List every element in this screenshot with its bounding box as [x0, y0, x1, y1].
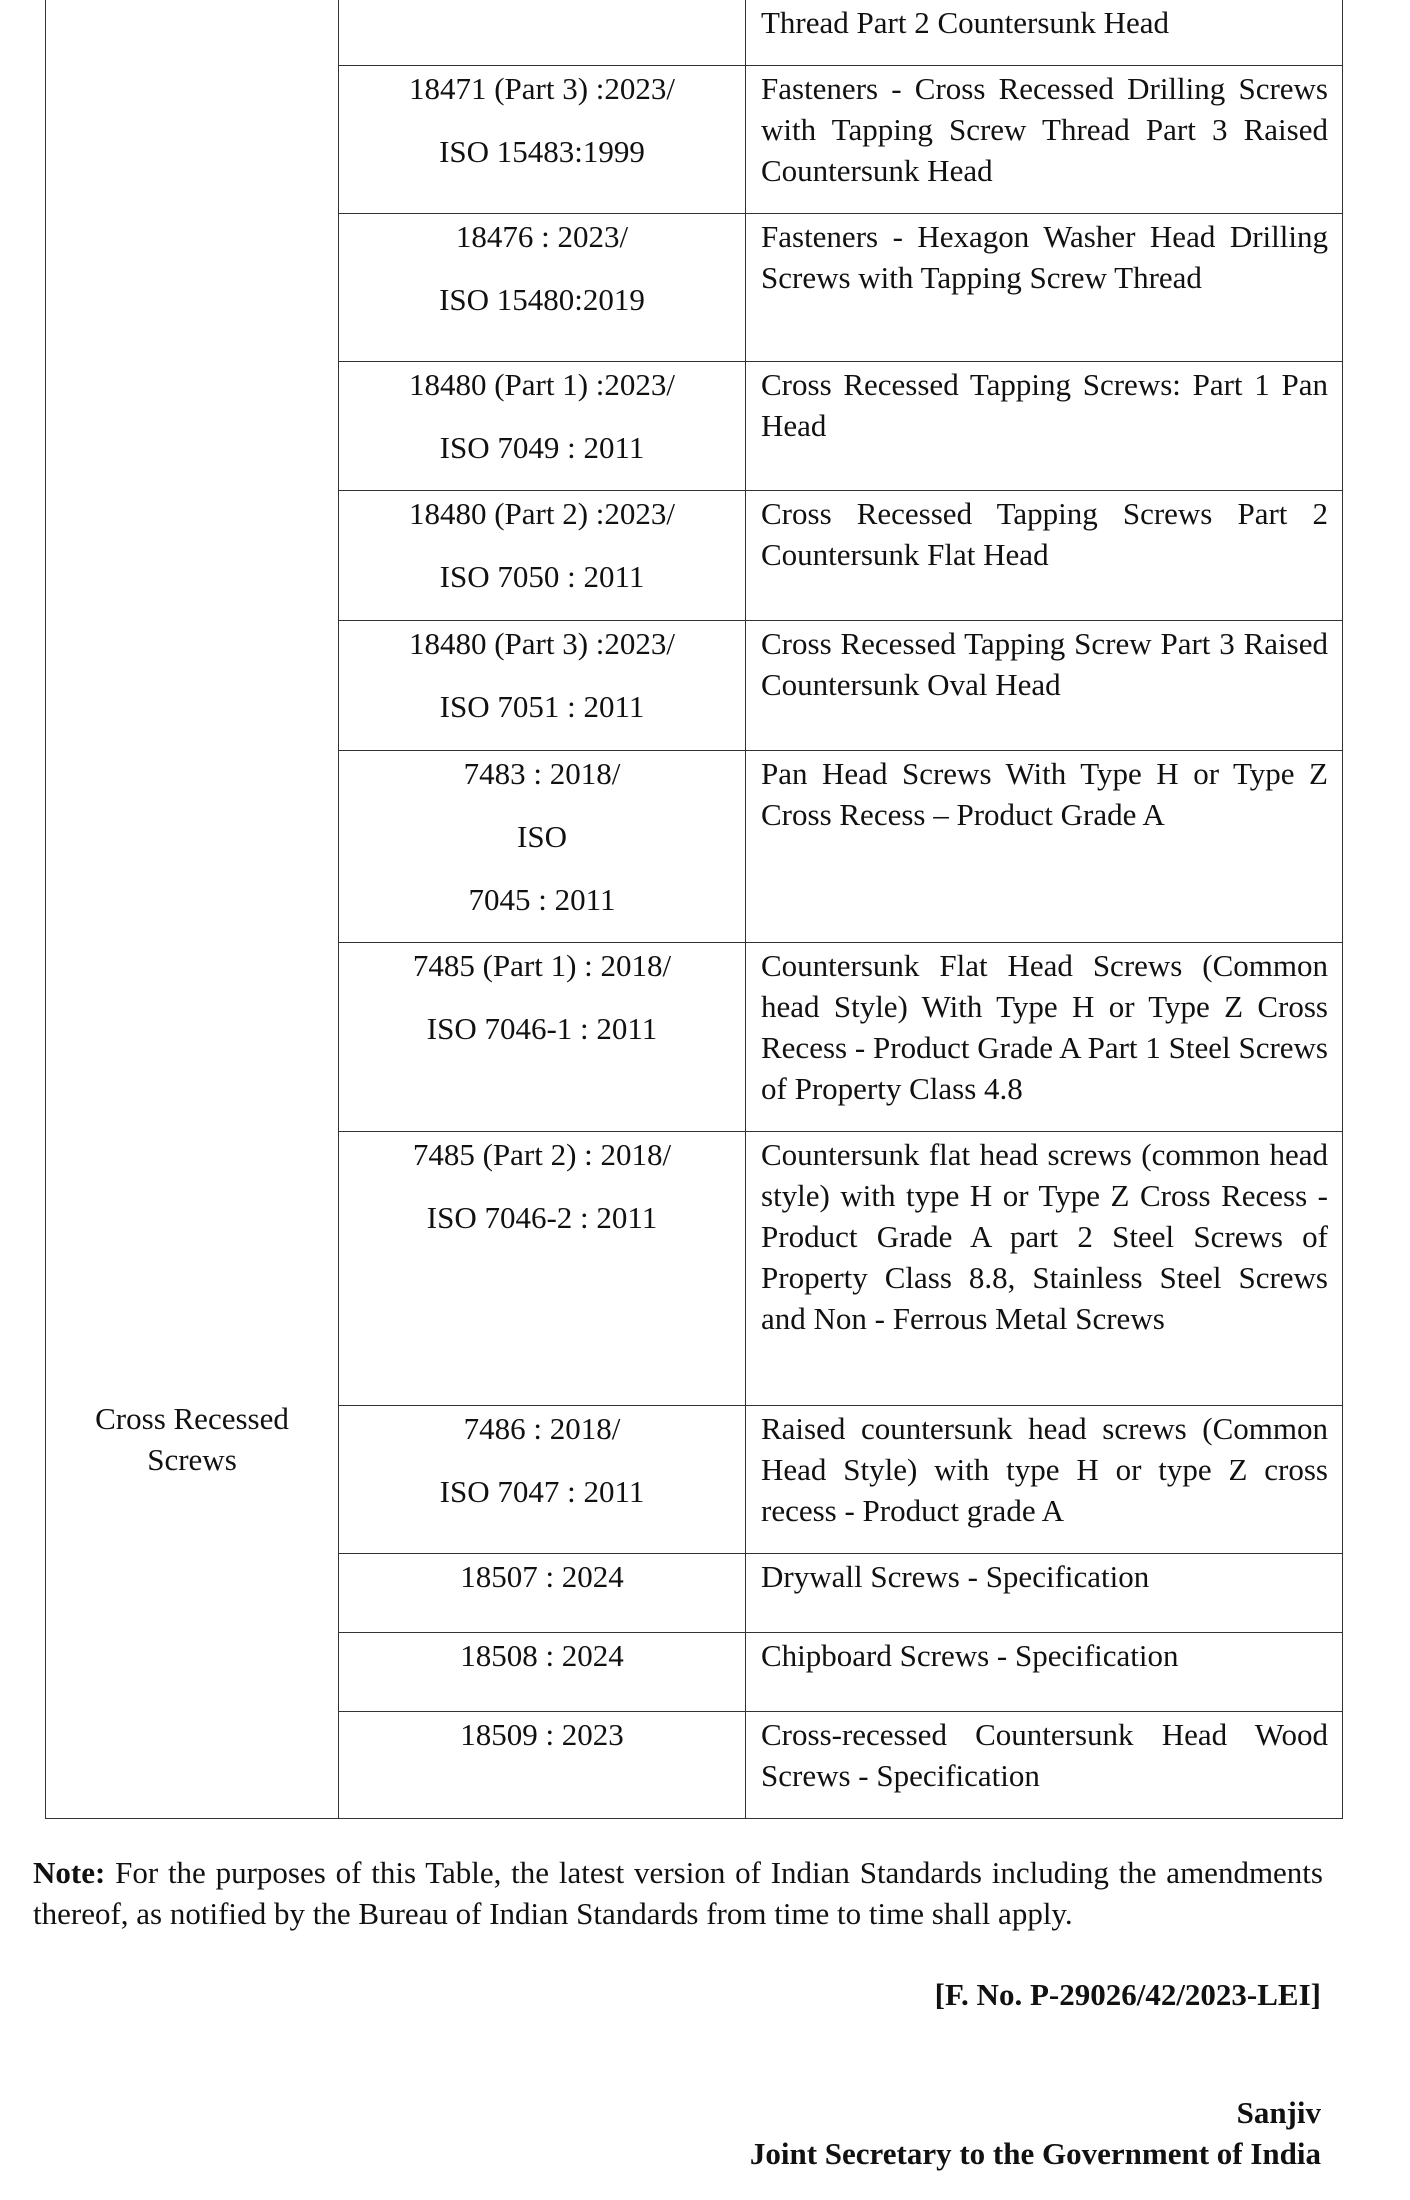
table-row: 18480 (Part 2) :2023/ISO 7050 : 2011 Cros… — [46, 489, 1343, 621]
standard-title-cell: Cross Recessed Tapping Screw Part 3 Rais… — [745, 619, 1343, 751]
standard-number-cell: 18480 (Part 1) :2023/ISO 7049 : 2011 — [338, 360, 746, 491]
standard-number-cell: 18471 (Part 3) :2023/ISO 15483:1999 — [338, 64, 746, 214]
standard-number-line: 18507 : 2024 — [460, 1558, 624, 1594]
standard-number-line: ISO 7050 : 2011 — [439, 558, 645, 594]
standard-number-cell: 7485 (Part 2) : 2018/ISO 7046-2 : 2011 — [338, 1130, 746, 1406]
standards-table: Cross Recessed Screws Thread Part 2 Count… — [45, 0, 1343, 1819]
standard-number-cell: 18480 (Part 3) :2023/ISO 7051 : 2011 — [338, 619, 746, 751]
standard-title-cell: Thread Part 2 Countersunk Head — [745, 0, 1343, 66]
standard-number-line: ISO 15483:1999 — [439, 133, 645, 169]
note-text: For the purposes of this Table, the late… — [33, 1855, 1323, 1931]
standard-number-line: 7486 : 2018/ — [463, 1410, 621, 1446]
standard-title-cell: Cross Recessed Tapping Screws Part 2 Cou… — [745, 489, 1343, 621]
standard-title-cell: Fasteners - Hexagon Washer Head Drilling… — [745, 212, 1343, 362]
table-row: 18476 : 2023/ISO 15480:2019 Fasteners - H… — [46, 212, 1343, 362]
standard-number-line: ISO 7046-2 : 2011 — [426, 1199, 658, 1235]
standard-title-cell: Cross Recessed Tapping Screws: Part 1 Pa… — [745, 360, 1343, 491]
standard-number-line: 18476 : 2023/ — [455, 218, 629, 254]
standard-number-cell: 18508 : 2024 — [338, 1631, 746, 1712]
standard-number-line: 7485 (Part 1) : 2018/ — [412, 947, 672, 983]
standard-title-cell: Fasteners - Cross Recessed Drilling Scre… — [745, 64, 1343, 214]
category-label: Cross Recessed Screws — [95, 1400, 289, 1477]
table-row: 7483 : 2018/ISO 7045 : 2011 Pan Head Screw… — [46, 749, 1343, 943]
note-label: Note: — [33, 1855, 106, 1890]
standard-number-line: 7045 : 2011 — [468, 881, 616, 917]
standard-number-line: 18480 (Part 2) :2023/ — [408, 495, 676, 531]
standard-number-cell: 7483 : 2018/ISO 7045 : 2011 — [338, 749, 746, 943]
standard-title-cell: Raised countersunk head screws (Common H… — [745, 1404, 1343, 1554]
standard-number-cell: 7485 (Part 1) : 2018/ISO 7046-1 : 2011 — [338, 941, 746, 1132]
signatory-name: Sanjiv — [1236, 2095, 1321, 2130]
signatory-title: Joint Secretary to the Government of Ind… — [749, 2136, 1321, 2171]
table-row: 7485 (Part 1) : 2018/ISO 7046-1 : 2011 Co… — [46, 941, 1343, 1132]
standard-number-line: ISO 7046-1 : 2011 — [426, 1010, 658, 1046]
standard-number-cell: 18509 : 2023 — [338, 1710, 746, 1819]
table-row: 18508 : 2024 Chipboard Screws - Specifica… — [46, 1631, 1343, 1712]
standard-title-cell: Cross-recessed Countersunk Head Wood Scr… — [745, 1710, 1343, 1819]
signature-block: Sanjiv Joint Secretary to the Government… — [750, 2092, 1321, 2174]
standard-number-cell: 18480 (Part 2) :2023/ISO 7050 : 2011 — [338, 489, 746, 621]
standard-title-cell: Drywall Screws - Specification — [745, 1552, 1343, 1633]
category-cell: Cross Recessed Screws — [45, 0, 339, 1819]
table-row: 7485 (Part 2) : 2018/ISO 7046-2 : 2011 Co… — [46, 1130, 1343, 1406]
table-row: 18480 (Part 3) :2023/ISO 7051 : 2011 Cros… — [46, 619, 1343, 751]
standard-number-line: ISO 15480:2019 — [439, 281, 645, 317]
standard-number-line: 18509 : 2023 — [460, 1716, 624, 1752]
standard-number-line: 7485 (Part 2) : 2018/ — [412, 1136, 672, 1172]
standard-number-cell: 18476 : 2023/ISO 15480:2019 — [338, 212, 746, 362]
standard-number-line: 18508 : 2024 — [460, 1637, 624, 1673]
standard-title-cell: Chipboard Screws - Specification — [745, 1631, 1343, 1712]
standard-number-cell — [338, 0, 746, 66]
file-reference: [F. No. P-29026/42/2023-LEI] — [934, 1977, 1321, 2012]
standard-number-line: ISO — [517, 818, 567, 854]
table-row: 18507 : 2024 Drywall Screws - Specificati… — [46, 1552, 1343, 1633]
table-row: 18480 (Part 1) :2023/ISO 7049 : 2011 Cros… — [46, 360, 1343, 491]
standard-number-line: 18480 (Part 1) :2023/ — [408, 366, 676, 402]
standard-title-cell: Countersunk Flat Head Screws (Common hea… — [745, 941, 1343, 1132]
table-row: Cross Recessed Screws Thread Part 2 Count… — [45, 0, 1343, 1819]
standard-number-line: ISO 7049 : 2011 — [439, 429, 645, 465]
standard-number-line: 18471 (Part 3) :2023/ — [408, 70, 676, 106]
table-note: Note: For the purposes of this Table, th… — [33, 1852, 1323, 1934]
standard-number-cell: 7486 : 2018/ISO 7047 : 2011 — [338, 1404, 746, 1554]
standard-number-line: ISO 7047 : 2011 — [439, 1473, 645, 1509]
standard-number-line: ISO 7051 : 2011 — [439, 688, 645, 724]
table-row: 18509 : 2023 Cross-recessed Countersunk H… — [46, 1710, 1343, 1819]
standard-title-cell: Countersunk flat head screws (common hea… — [745, 1130, 1343, 1406]
standard-number-line: 7483 : 2018/ — [463, 755, 621, 791]
standard-number-cell: 18507 : 2024 — [338, 1552, 746, 1633]
standard-number-line: 18480 (Part 3) :2023/ — [408, 625, 676, 661]
standard-title-cell: Pan Head Screws With Type H or Type Z Cr… — [745, 749, 1343, 943]
